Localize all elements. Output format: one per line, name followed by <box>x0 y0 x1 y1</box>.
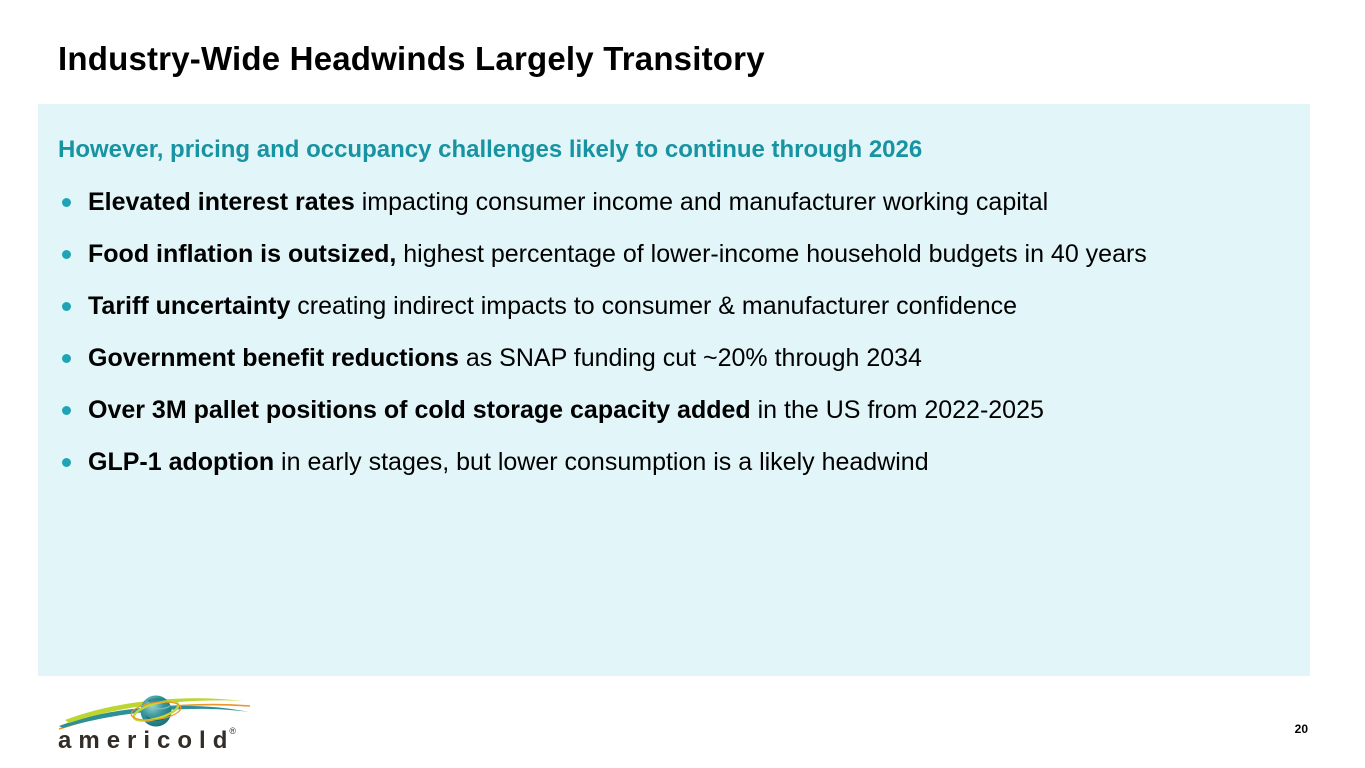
bullet-lead: Government benefit reductions <box>88 344 459 372</box>
bullet-item-benefit-reductions: Government benefit reductions as SNAP fu… <box>58 343 1290 373</box>
bullet-lead: Over 3M pallet positions of cold storage… <box>88 396 751 424</box>
bullet-text: Elevated interest rates impacting consum… <box>88 187 1048 217</box>
bullet-rest: as SNAP funding cut ~20% through 2034 <box>458 344 922 372</box>
bullet-rest: in early stages, but lower consumption i… <box>274 448 929 476</box>
bullet-list: Elevated interest rates impacting consum… <box>58 187 1290 477</box>
bullet-text: GLP-1 adoption in early stages, but lowe… <box>88 447 929 477</box>
brand-name: americold <box>58 727 235 754</box>
bullet-rest: impacting consumer income and manufactur… <box>354 188 1049 216</box>
bullet-lead: GLP-1 adoption <box>88 448 275 476</box>
registered-trademark-icon: ® <box>229 726 237 736</box>
slide-title: Industry-Wide Headwinds Largely Transito… <box>58 40 765 77</box>
content-box: However, pricing and occupancy challenge… <box>38 104 1310 676</box>
page-number: 20 <box>1294 722 1308 736</box>
bullet-item-capacity-added: Over 3M pallet positions of cold storage… <box>58 395 1290 425</box>
bullet-rest: highest percentage of lower-income house… <box>396 240 1147 268</box>
bullet-rest: creating indirect impacts to consumer & … <box>290 292 1018 320</box>
bullet-dot-icon <box>62 302 71 311</box>
bullet-item-tariff-uncertainty: Tariff uncertainty creating indirect imp… <box>58 291 1290 321</box>
bullet-dot-icon <box>62 250 71 259</box>
bullet-dot-icon <box>62 198 71 207</box>
bullet-item-elevated-rates: Elevated interest rates impacting consum… <box>58 187 1290 217</box>
americold-logo: americold® <box>57 693 252 755</box>
bullet-item-glp1-adoption: GLP-1 adoption in early stages, but lowe… <box>58 447 1290 477</box>
bullet-lead: Tariff uncertainty <box>88 292 291 320</box>
bullet-text: Food inflation is outsized, highest perc… <box>88 239 1147 269</box>
bullet-lead: Food inflation is outsized, <box>88 240 397 268</box>
bullet-dot-icon <box>62 406 71 415</box>
bullet-item-food-inflation: Food inflation is outsized, highest perc… <box>58 239 1290 269</box>
box-heading: However, pricing and occupancy challenge… <box>58 136 923 163</box>
bullet-text: Tariff uncertainty creating indirect imp… <box>88 291 1017 321</box>
bullet-text: Government benefit reductions as SNAP fu… <box>88 343 922 373</box>
globe-swoosh-icon <box>58 695 251 730</box>
bullet-rest: in the US from 2022-2025 <box>750 396 1044 424</box>
bullet-text: Over 3M pallet positions of cold storage… <box>88 395 1044 425</box>
bullet-dot-icon <box>62 354 71 363</box>
bullet-dot-icon <box>62 458 71 467</box>
americold-wordmark: americold® <box>58 726 236 755</box>
bullet-lead: Elevated interest rates <box>88 188 355 216</box>
